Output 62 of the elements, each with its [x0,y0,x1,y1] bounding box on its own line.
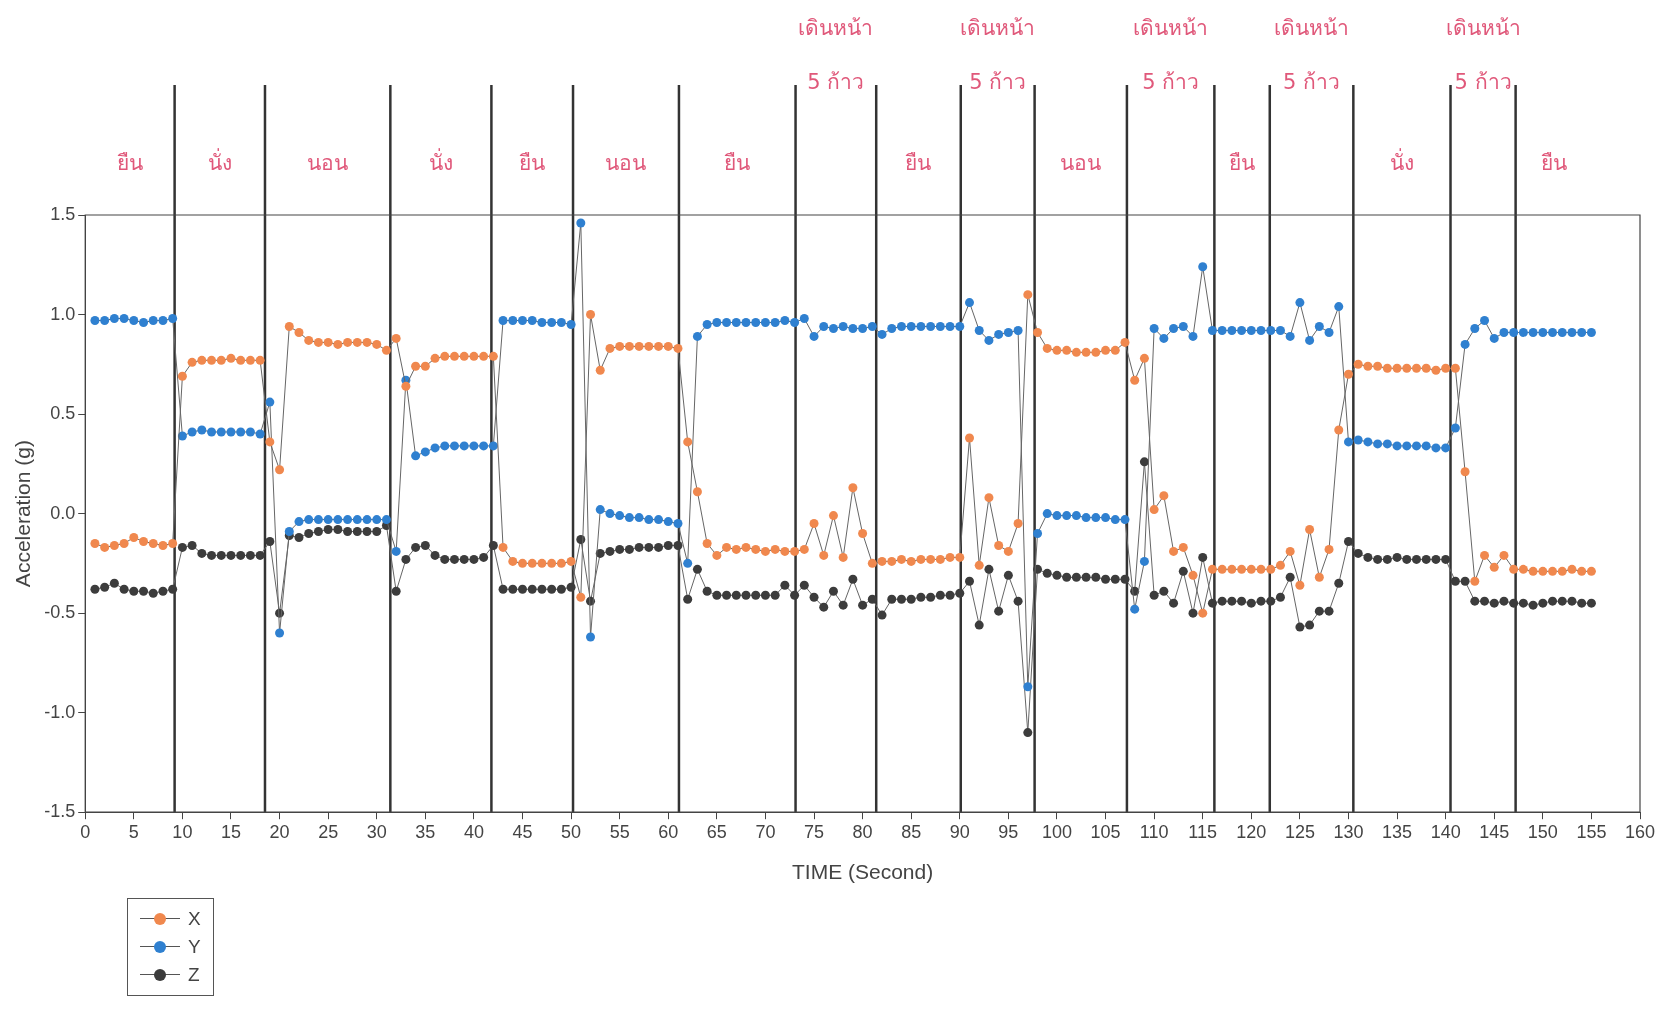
x-tick-label: 150 [1527,821,1558,842]
x-tick-label: 5 [128,821,139,842]
y-tick-label: 1.5 [50,203,76,224]
x-tick-label: 130 [1333,821,1364,842]
text: นั่ง [428,148,453,176]
text: เดินหน้า 5 ก้าว [798,16,874,95]
legend-label: Y [188,935,201,959]
x-tick-label: 25 [318,821,339,842]
text: ยืน [1229,151,1256,176]
x-tick-label: 160 [1624,821,1656,842]
x-tick-label: 115 [1188,821,1218,842]
x-tick-label: 110 [1139,821,1169,842]
x-tick-label: 135 [1382,821,1413,842]
x-tick-label: 0 [80,821,91,842]
x-tick-label: 80 [852,821,873,842]
text: นั่ง [207,148,232,176]
x-tick-label: 50 [561,821,582,842]
y-tick-label: -1.0 [44,701,76,722]
x-axis-title: TIME (Second) [792,860,934,884]
x-tick-label: 20 [269,821,290,842]
y-axis-title: Acceleration (g) [11,440,35,588]
x-tick-label: 15 [220,821,241,842]
text: นอน [605,151,647,176]
x-tick-label: 145 [1479,821,1510,842]
text: นั่ง [1389,148,1414,176]
x-tick-label: 75 [804,821,825,842]
text: นอน [1060,151,1102,176]
x-tick-label: 100 [1041,821,1072,842]
y-tick-label: -1.5 [44,801,76,822]
y-tick-label: 0.0 [50,502,76,523]
x-tick-label: 35 [415,821,436,842]
text: เดินหน้า 5 ก้าว [1274,16,1350,95]
x-tick-label: 65 [706,821,727,842]
x-tick-label: 95 [998,821,1019,842]
x-tick-label: 10 [172,821,193,842]
text: ยืน [116,151,143,176]
text: นอน [307,151,349,176]
legend-label: Z [188,963,200,987]
y-tick-label: -0.5 [44,602,76,623]
x-tick-label: 45 [512,821,533,842]
x-tick-label: 120 [1236,821,1267,842]
text: ยืน [519,151,546,176]
text: เดินหน้า 5 ก้าว [960,16,1036,95]
text: ยืน [1540,151,1567,176]
text: ยืน [905,151,932,176]
y-tick-label: 0.5 [50,403,76,424]
text: เดินหน้า 5 ก้าว [1133,16,1209,95]
x-tick-label: 55 [609,821,630,842]
x-tick-label: 90 [949,821,970,842]
x-tick-label: 30 [366,821,387,842]
x-tick-label: 105 [1090,821,1121,842]
x-tick-label: 85 [901,821,922,842]
x-tick-label: 155 [1576,821,1607,842]
x-tick-label: 140 [1430,821,1461,842]
legend-label: X [188,907,201,931]
text: เดินหน้า 5 ก้าว [1445,16,1521,95]
x-tick-label: 125 [1284,821,1315,842]
text: ยืน [724,151,751,176]
x-tick-label: 60 [658,821,679,842]
y-tick-label: 1.0 [50,303,76,324]
x-tick-label: 70 [755,821,776,842]
x-tick-label: 40 [463,821,484,842]
